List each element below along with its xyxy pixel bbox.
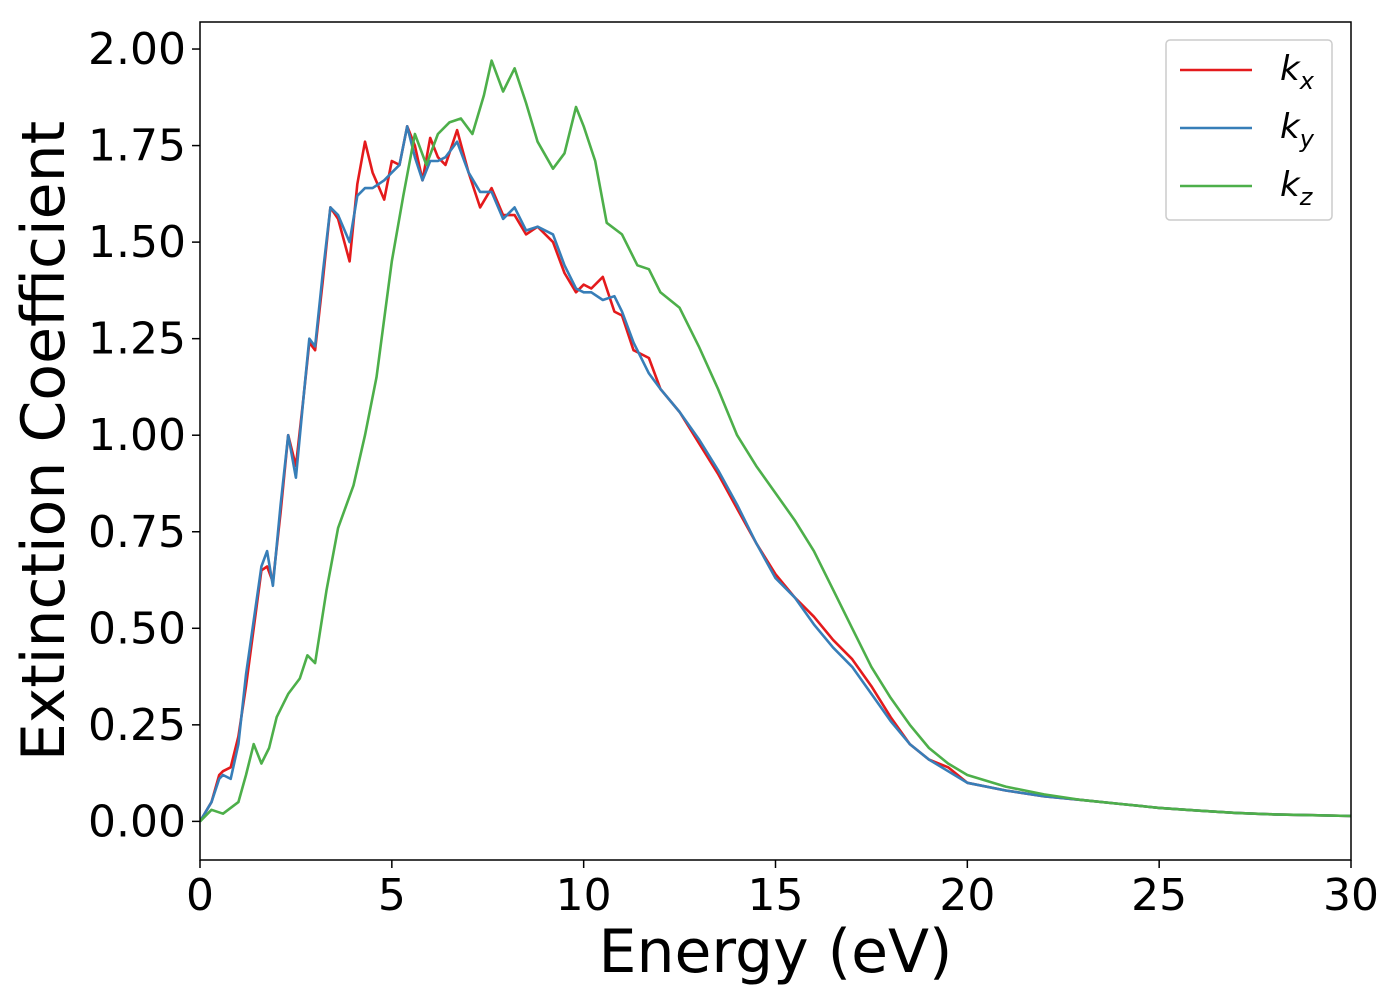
y-tick-label: 0.25 — [88, 700, 186, 751]
legend-label-z: kz — [1280, 165, 1314, 211]
y-tick-label: 0.50 — [88, 603, 186, 654]
y-axis-title: Extinction Coefficient — [9, 121, 79, 761]
series-line-y — [200, 125, 1351, 823]
y-tick-label: 2.00 — [88, 24, 186, 75]
legend-label-x: kx — [1280, 49, 1315, 95]
legend-box — [1165, 39, 1333, 221]
y-tick-label: 1.00 — [88, 410, 186, 461]
y-axis: 0.00 0.25 0.50 0.75 1.00 1.25 1.50 1.75 2.00 — [88, 24, 200, 847]
x-tick-label: 20 — [939, 870, 995, 921]
x-axis-title: Energy (eV) — [599, 917, 953, 987]
x-tick-label: 30 — [1323, 870, 1379, 921]
y-tick-label: 0.00 — [88, 796, 186, 847]
x-tick-label: 15 — [748, 870, 804, 921]
x-tick-label: 0 — [186, 870, 214, 921]
series-line-z — [200, 59, 1351, 823]
legend: kx ky kz — [1165, 39, 1333, 221]
y-tick-label: 1.50 — [88, 217, 186, 268]
x-tick-label: 5 — [378, 870, 406, 921]
legend-label-y: ky — [1280, 107, 1315, 153]
y-tick-label: 1.75 — [88, 121, 186, 172]
y-tick-label: 1.25 — [88, 314, 186, 365]
x-axis: 0 5 10 15 20 25 30 — [186, 860, 1379, 921]
series-line-x — [200, 125, 1351, 823]
x-tick-label: 25 — [1131, 870, 1187, 921]
series-layer — [200, 59, 1351, 823]
x-tick-label: 10 — [556, 870, 612, 921]
y-tick-label: 0.75 — [88, 507, 186, 558]
